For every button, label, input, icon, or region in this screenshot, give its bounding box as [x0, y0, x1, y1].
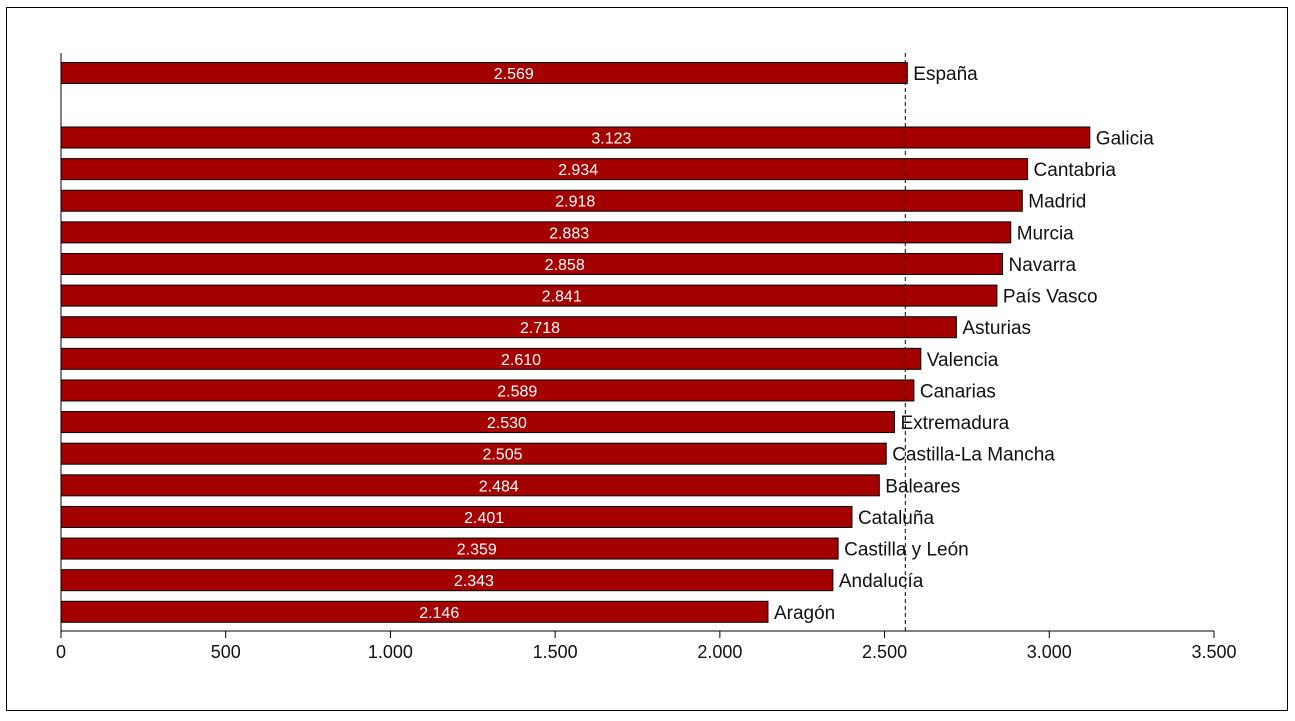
bar-category-label: Murcia — [1017, 223, 1074, 244]
bar-value-label: 2.918 — [555, 194, 595, 211]
bar[interactable] — [60, 316, 957, 339]
bar-category-label: Extremadura — [900, 413, 1009, 434]
bar[interactable] — [60, 347, 922, 370]
x-tick-label: 500 — [211, 642, 241, 662]
bar-category-label: Navarra — [1009, 255, 1077, 276]
bar-category-label: Castilla-La Mancha — [892, 445, 1055, 466]
bar[interactable] — [60, 537, 839, 560]
bar-value-label: 2.841 — [542, 289, 582, 306]
bar-value-label: 2.505 — [482, 447, 522, 464]
bar-value-label: 2.146 — [419, 605, 459, 622]
bar[interactable] — [60, 126, 1091, 149]
bar[interactable] — [60, 252, 1004, 275]
bar-value-label: 2.858 — [545, 257, 585, 274]
bar-category-label: Cantabria — [1034, 160, 1117, 181]
bar-value-label: 2.934 — [558, 162, 598, 179]
bar-category-label: Baleares — [885, 476, 960, 497]
bar-value-label: 2.484 — [479, 478, 519, 495]
bar[interactable] — [60, 284, 998, 307]
bar-value-label: 2.530 — [487, 415, 527, 432]
bar-category-label: Aragón — [774, 603, 835, 624]
bar-category-label: Asturias — [962, 318, 1031, 339]
bar[interactable] — [60, 505, 853, 528]
bar[interactable] — [60, 379, 915, 402]
x-tick-label: 3.000 — [1027, 642, 1072, 662]
x-tick-label: 1.500 — [533, 642, 578, 662]
bar-value-label: 2.718 — [520, 320, 560, 337]
bar-category-label: Galicia — [1096, 129, 1155, 150]
x-tick-label: 2.000 — [697, 642, 742, 662]
bar-value-label: 2.359 — [457, 542, 497, 559]
bar[interactable] — [60, 62, 908, 84]
bar-value-label: 3.123 — [591, 131, 631, 148]
x-tick-label: 3.500 — [1191, 642, 1236, 662]
bar[interactable] — [60, 474, 880, 497]
bar-category-label: Cataluña — [858, 508, 934, 529]
bar-value-label: 2.610 — [501, 352, 541, 369]
bar-category-label: Valencia — [927, 350, 999, 371]
bar[interactable] — [60, 189, 1023, 212]
bar-value-label: 2.589 — [497, 383, 537, 400]
bar[interactable] — [60, 411, 895, 434]
bar-value-label: 2.569 — [494, 66, 534, 83]
bar-category-label: España — [913, 64, 978, 85]
bar-value-label: 2.343 — [454, 573, 494, 590]
bar[interactable] — [60, 221, 1012, 244]
bar-value-label: 2.883 — [549, 225, 589, 242]
bar-category-label: Andalucía — [839, 571, 924, 592]
bar-category-label: Castilla y León — [844, 540, 969, 561]
bar-category-label: Canarias — [920, 381, 996, 402]
bar[interactable] — [60, 600, 769, 623]
x-tick-label: 0 — [56, 642, 66, 662]
bar[interactable] — [60, 158, 1029, 181]
bar-category-label: Madrid — [1028, 192, 1086, 213]
x-tick-label: 2.500 — [862, 642, 907, 662]
bar[interactable] — [60, 442, 887, 465]
bar-category-label: País Vasco — [1003, 287, 1098, 308]
bar-value-label: 2.401 — [464, 510, 504, 527]
bar[interactable] — [60, 569, 834, 592]
x-tick-label: 1.000 — [368, 642, 413, 662]
